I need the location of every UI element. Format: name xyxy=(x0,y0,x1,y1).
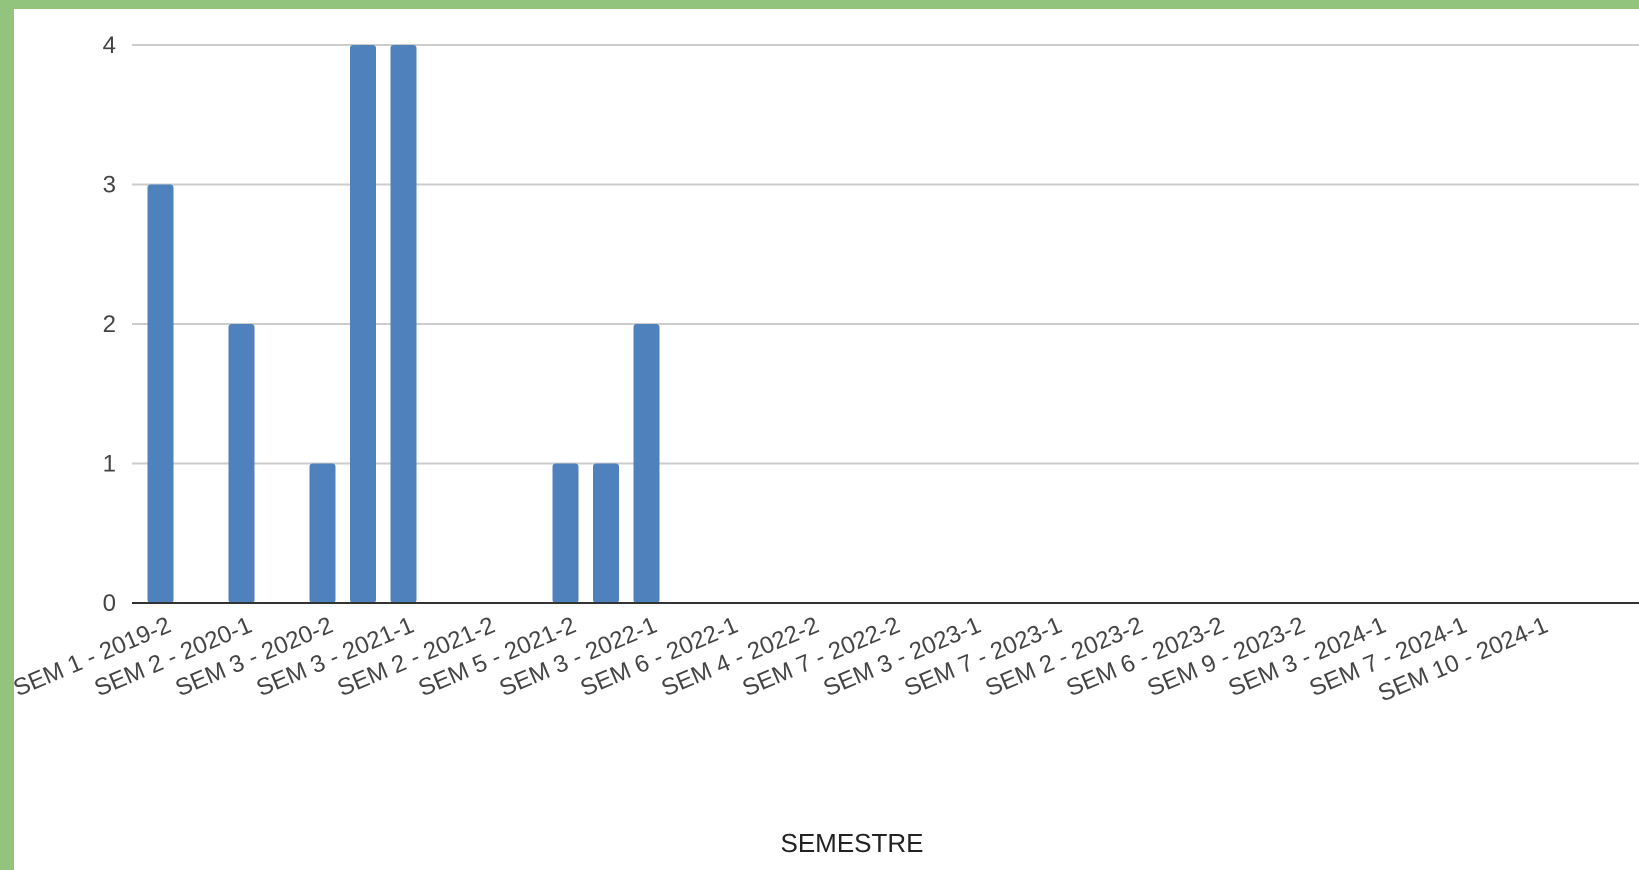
y-tick-label: 0 xyxy=(103,590,116,617)
y-tick-label: 4 xyxy=(103,32,116,59)
y-axis-ticks: 0 1 2 3 4 xyxy=(103,32,116,617)
y-tick-label: 2 xyxy=(103,311,116,338)
x-axis-title: SEMESTRE xyxy=(780,828,923,858)
y-tick-label: 3 xyxy=(103,172,116,199)
chart-frame: 0 1 2 3 4 SEM 1 - 2019-2 SEM 2 - 2020-1 SEM 3 … xyxy=(14,9,1639,870)
bar xyxy=(309,463,336,603)
bar xyxy=(350,45,376,603)
y-tick-label: 1 xyxy=(103,451,116,478)
bar xyxy=(593,463,619,603)
bar xyxy=(552,463,579,603)
bar xyxy=(228,324,255,603)
bars xyxy=(147,45,660,603)
bar xyxy=(633,324,660,603)
bar xyxy=(147,184,174,603)
gridlines xyxy=(132,44,1639,465)
bar xyxy=(390,45,417,603)
